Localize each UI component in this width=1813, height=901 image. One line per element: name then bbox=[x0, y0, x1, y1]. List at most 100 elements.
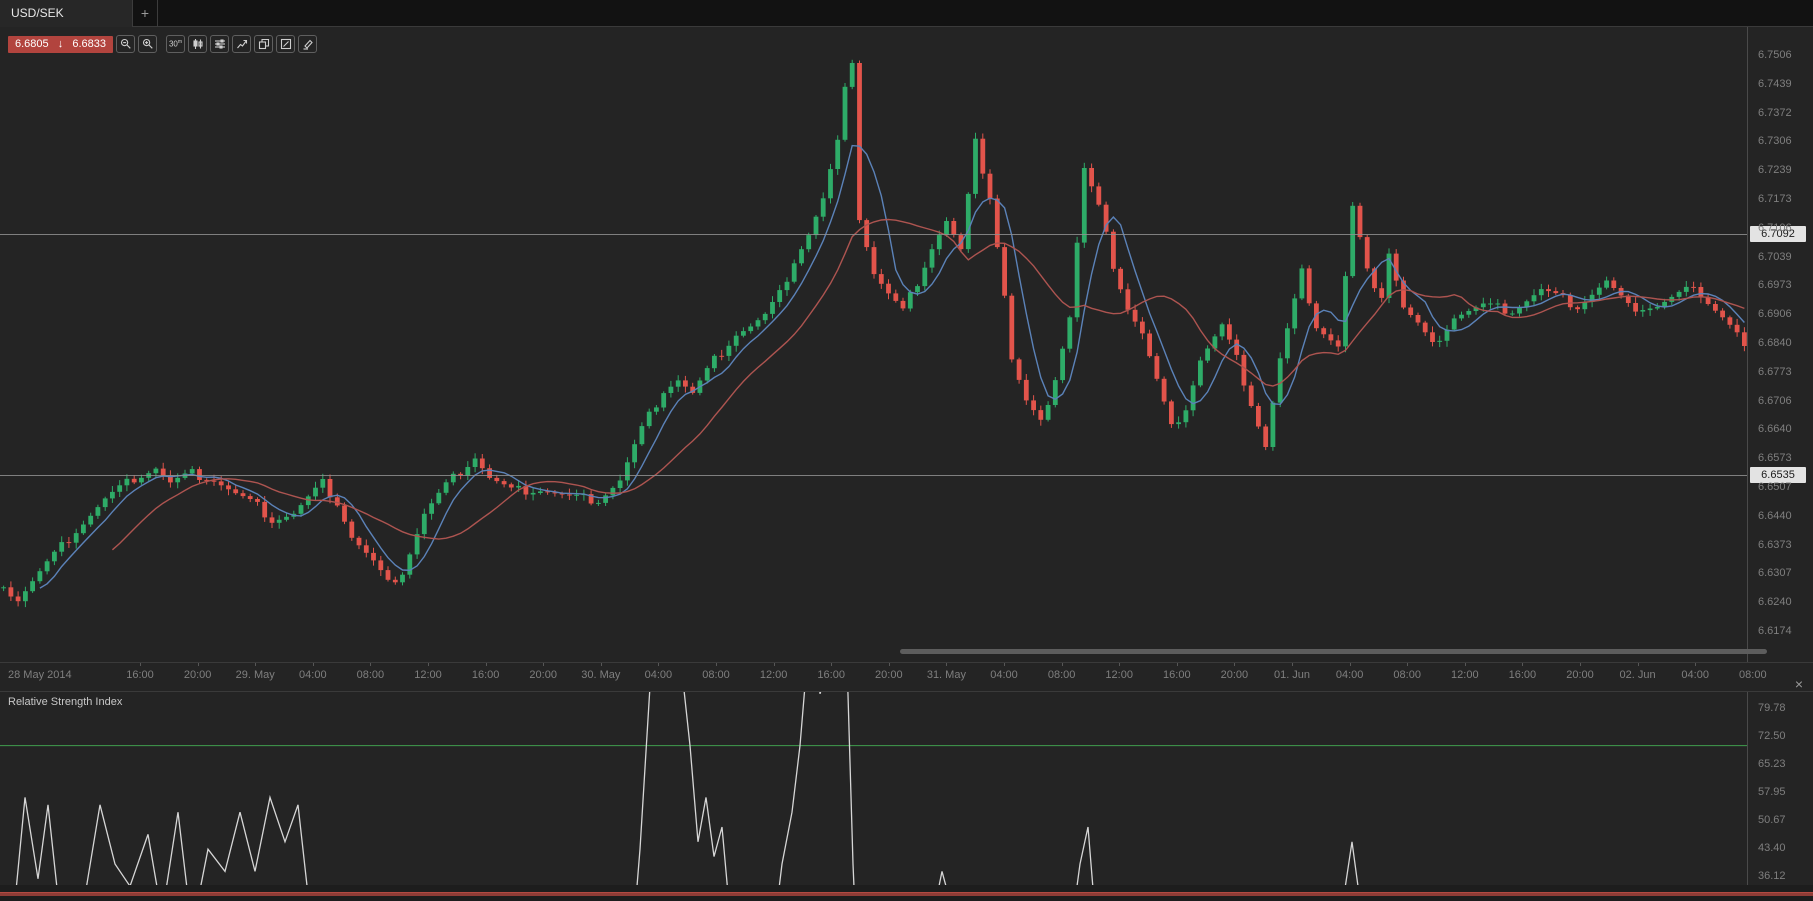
time-axis-label: 04:00 bbox=[1681, 669, 1709, 681]
time-axis-tick bbox=[600, 663, 602, 666]
candlestick-icon bbox=[192, 39, 203, 49]
chart-toolbar: 6.6805 ↓ 6.6833 30m bbox=[8, 35, 317, 53]
time-axis-tick bbox=[485, 663, 487, 666]
time-axis-tick bbox=[1061, 663, 1063, 666]
quote-box[interactable]: 6.6805 ↓ 6.6833 bbox=[8, 35, 113, 53]
time-axis-tick bbox=[658, 663, 660, 666]
time-axis-label: 31. May bbox=[926, 669, 966, 681]
time-axis-tick bbox=[773, 663, 775, 666]
time-axis-tick bbox=[370, 663, 372, 666]
price-axis-label: 6.7106 bbox=[1758, 221, 1792, 234]
rsi-axis-label: 65.23 bbox=[1758, 758, 1786, 770]
chart-mode-button[interactable] bbox=[232, 35, 251, 53]
chart-scrollbar-thumb[interactable] bbox=[900, 649, 1767, 654]
price-axis-label: 6.7439 bbox=[1758, 77, 1792, 90]
price-axis[interactable]: 6.7506 6.7439 6.7372 6.7306 6.7239 6.7173 6.71… bbox=[1747, 27, 1813, 662]
price-axis-label: 6.6573 bbox=[1758, 452, 1792, 465]
time-axis-label: 29. May bbox=[235, 669, 275, 681]
time-axis-tick bbox=[946, 663, 948, 666]
time-axis-tick bbox=[1292, 663, 1293, 666]
time-axis-tick bbox=[140, 663, 141, 666]
time-axis-tick bbox=[1349, 663, 1351, 666]
time-axis-tick bbox=[1580, 663, 1581, 666]
draw-button[interactable] bbox=[298, 35, 317, 53]
price-axis-label: 6.7173 bbox=[1758, 193, 1792, 205]
zoom-in-button[interactable] bbox=[138, 35, 157, 53]
price-axis-label: 6.7372 bbox=[1758, 106, 1792, 119]
time-axis-tick bbox=[1176, 663, 1178, 666]
time-axis-label: 08:00 bbox=[356, 669, 385, 681]
time-axis-label: 30. May bbox=[581, 669, 621, 681]
time-axis-tick bbox=[716, 663, 717, 666]
indicator-settings-button[interactable] bbox=[210, 35, 229, 53]
price-level-line[interactable] bbox=[0, 234, 1747, 235]
rsi-axis-label: 79.78 bbox=[1758, 702, 1786, 714]
time-axis-tick bbox=[255, 663, 257, 666]
time-axis-tick bbox=[831, 663, 833, 666]
price-axis-label: 6.6307 bbox=[1758, 567, 1792, 580]
time-axis-label: 16:00 bbox=[1508, 669, 1537, 681]
time-axis-label: 12:00 bbox=[1105, 669, 1133, 681]
pencil-square-icon bbox=[280, 38, 291, 50]
tab-bar: USD/SEK + bbox=[0, 0, 1813, 27]
time-axis-tick bbox=[888, 663, 890, 666]
time-axis-label: 04:00 bbox=[990, 669, 1018, 681]
chart-type-button[interactable] bbox=[188, 35, 207, 53]
time-axis-tick bbox=[1234, 663, 1236, 666]
zoom-out-button[interactable] bbox=[116, 35, 135, 53]
price-axis-label: 6.6440 bbox=[1758, 509, 1792, 522]
time-axis-tick bbox=[1464, 663, 1466, 666]
tab-usdsek[interactable]: USD/SEK bbox=[0, 0, 133, 27]
sliders-icon bbox=[214, 39, 225, 49]
copy-icon bbox=[258, 38, 269, 50]
rsi-title: Relative Strength Index bbox=[8, 696, 123, 708]
time-axis-label: 16:00 bbox=[1163, 669, 1191, 681]
timeframe-button[interactable]: 30m bbox=[166, 35, 185, 53]
time-axis-label: 12:00 bbox=[1451, 669, 1479, 681]
ma-fast-line bbox=[39, 144, 1745, 589]
bottom-accent-stripe bbox=[0, 892, 1813, 896]
bid-price: 6.6805 bbox=[15, 38, 49, 50]
price-axis-label: 6.6840 bbox=[1758, 337, 1792, 349]
price-axis-label: 6.6174 bbox=[1758, 625, 1792, 637]
time-axis-label: 08:00 bbox=[1393, 669, 1421, 681]
price-axis-label: 6.7239 bbox=[1758, 164, 1792, 177]
time-axis[interactable]: 28 May 2014 16:00 20:00 29. May 04:00 08:00 1… bbox=[0, 662, 1813, 691]
time-axis-label: 04:00 bbox=[644, 669, 673, 681]
price-axis-label: 6.6373 bbox=[1758, 538, 1792, 551]
price-down-arrow-icon: ↓ bbox=[57, 38, 64, 50]
time-axis-label: 20:00 bbox=[1566, 669, 1594, 681]
candlestick-canvas[interactable] bbox=[0, 27, 1748, 662]
time-axis-label: 16:00 bbox=[471, 669, 500, 681]
rsi-axis[interactable]: 79.78 72.50 65.23 57.95 50.67 43.40 36.12 bbox=[1747, 692, 1813, 886]
price-axis-label: 6.7039 bbox=[1758, 250, 1792, 263]
time-axis-label: 08:00 bbox=[702, 669, 730, 681]
time-axis-label: 20:00 bbox=[1220, 669, 1249, 681]
price-axis-label: 6.6706 bbox=[1758, 394, 1792, 407]
price-axis-label: 6.7306 bbox=[1758, 135, 1792, 148]
rsi-panel: Relative Strength Index 79.78 72.50 65.23 5… bbox=[0, 538, 1813, 901]
copy-button[interactable] bbox=[254, 35, 273, 53]
time-axis-tick bbox=[1522, 663, 1524, 666]
marker-pen-icon bbox=[303, 39, 313, 50]
rsi-canvas[interactable] bbox=[0, 538, 1748, 901]
trend-arrow-icon bbox=[236, 39, 247, 49]
price-level-line[interactable] bbox=[0, 474, 1747, 476]
time-axis-start-label: 28 May 2014 bbox=[8, 669, 72, 681]
rsi-axis-label: 43.40 bbox=[1758, 842, 1786, 854]
time-axis-label: 04:00 bbox=[1335, 669, 1364, 681]
annotate-button[interactable] bbox=[276, 35, 295, 53]
ask-price: 6.6833 bbox=[72, 38, 106, 50]
time-axis-tick bbox=[1004, 663, 1005, 666]
rsi-close-button[interactable]: × bbox=[1794, 676, 1804, 692]
price-axis-label: 6.6773 bbox=[1758, 365, 1792, 378]
price-level-badge: 6.6535 bbox=[1750, 466, 1806, 483]
new-tab-button[interactable]: + bbox=[133, 0, 158, 27]
time-axis-label: 02. Jun bbox=[1619, 669, 1656, 681]
time-axis-tick bbox=[543, 663, 545, 666]
time-axis-label: 01. Jun bbox=[1273, 669, 1311, 681]
time-axis-tick bbox=[1637, 663, 1639, 666]
time-axis-tick bbox=[428, 663, 429, 666]
time-axis-label: 12:00 bbox=[414, 669, 442, 681]
time-axis-tick bbox=[312, 663, 314, 666]
